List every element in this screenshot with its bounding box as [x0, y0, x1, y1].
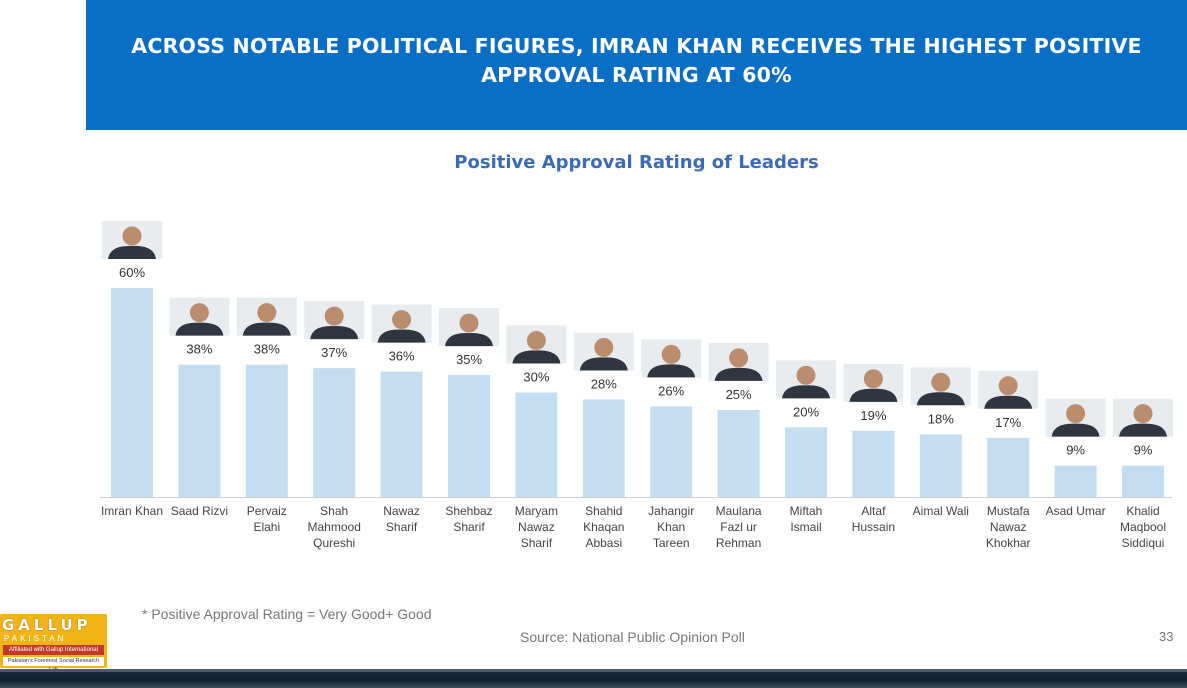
value-label: 37% [321, 345, 347, 360]
value-label: 9% [1066, 443, 1085, 458]
value-label: 18% [928, 411, 954, 426]
leader-portrait [506, 325, 567, 364]
leader-portrait [439, 308, 499, 347]
bar [1122, 465, 1164, 497]
category-label: Imran Khan [101, 504, 163, 518]
bottom-bar [0, 669, 1187, 688]
bar [178, 364, 221, 497]
value-label: 25% [726, 387, 752, 402]
bar [380, 371, 423, 497]
category-label: Shahid Khaqan Abbasi [583, 504, 624, 550]
value-label: 36% [389, 349, 415, 364]
bar [111, 288, 153, 497]
leader-portrait [641, 339, 702, 378]
headline-line-2: APPROVAL RATING AT 60% [481, 63, 792, 87]
bar-chart: 60% Imran Khan 38% Saad Rizvi 38% Pervaiz Elah… [100, 221, 1173, 550]
category-label: Maulana Fazl ur Rehman [716, 504, 762, 550]
category-label: Jahangir Khan Tareen [648, 504, 694, 550]
leader-portrait [169, 297, 230, 336]
leader-portrait [102, 221, 162, 259]
footnote: * Positive Approval Rating = Very Good+ … [142, 606, 432, 622]
leader-portrait [978, 370, 1039, 409]
category-label: Khalid Maqbool Siddiqui [1120, 504, 1166, 550]
logo-tagline: Pakistan's Foremost Social Research Lab [3, 657, 104, 673]
leader-portrait [371, 304, 432, 343]
value-label: 38% [186, 342, 212, 357]
bar [245, 364, 288, 497]
leader-portrait [236, 297, 297, 336]
leader-portrait [304, 301, 365, 340]
bar [919, 434, 962, 497]
category-label: Pervaiz Elahi [247, 504, 287, 534]
value-label: 20% [793, 404, 819, 419]
leader-portrait [708, 342, 769, 381]
value-label: 30% [523, 370, 549, 385]
value-label: 35% [456, 352, 482, 367]
leader-portrait [910, 367, 971, 406]
headline-line-1: ACROSS NOTABLE POLITICAL FIGURES, IMRAN … [131, 34, 1142, 58]
logo-sub: PAKISTAN [4, 634, 67, 643]
category-label: Shehbaz Sharif [445, 504, 492, 534]
chart-title: Positive Approval Rating of Leaders [454, 152, 819, 173]
bar [448, 375, 490, 497]
bar [1054, 465, 1097, 497]
bar [313, 368, 356, 497]
leader-portrait [573, 332, 634, 371]
value-label: 60% [119, 265, 145, 280]
bar [515, 392, 558, 497]
leader-portrait [1113, 398, 1173, 437]
category-label: Aimal Wali [913, 504, 969, 518]
bar [650, 406, 693, 497]
logo-affiliation: Affiliated with Gallup International [3, 645, 104, 655]
bar [852, 430, 895, 497]
category-label: Maryam Nawaz Sharif [515, 504, 558, 550]
value-label: 17% [995, 415, 1021, 430]
category-label: Asad Umar [1046, 504, 1106, 518]
gallup-pakistan-logo: GALLUP PAKISTAN Affiliated with Gallup I… [0, 614, 107, 673]
leader-portrait [776, 360, 836, 399]
header-banner: ACROSS NOTABLE POLITICAL FIGURES, IMRAN … [86, 0, 1187, 130]
category-label: Mustafa Nawaz Khokhar [986, 504, 1031, 550]
bar [582, 399, 625, 497]
value-label: 38% [254, 342, 280, 357]
leader-portrait [843, 363, 904, 402]
logo-name: GALLUP [2, 616, 92, 634]
category-label: Miftah Ismail [790, 504, 823, 534]
bar [717, 409, 760, 497]
value-label: 26% [658, 383, 684, 398]
value-label: 19% [860, 408, 886, 423]
bar [785, 427, 827, 497]
value-label: 9% [1134, 443, 1153, 458]
category-label: Saad Rizvi [171, 504, 228, 518]
value-label: 28% [591, 376, 617, 391]
bar [987, 437, 1030, 497]
page-number: 33 [1159, 629, 1174, 644]
category-label: Altaf Hussain [852, 504, 895, 534]
source-note: Source: National Public Opinion Poll [520, 629, 745, 645]
leader-portrait [1045, 398, 1106, 437]
category-label: Shah Mahmood Qureshi [308, 504, 361, 550]
category-label: Nawaz Sharif [383, 504, 420, 534]
